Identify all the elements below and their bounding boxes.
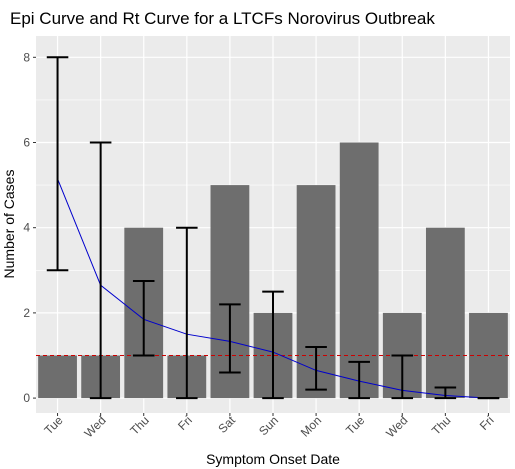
chart-title: Epi Curve and Rt Curve for a LTCFs Norov… <box>10 9 435 28</box>
case-bar <box>425 227 465 399</box>
y-tick-label: 2 <box>23 306 30 320</box>
y-tick-label: 8 <box>23 50 30 64</box>
y-tick-label: 4 <box>23 221 30 235</box>
y-tick-label: 6 <box>23 135 30 149</box>
rt-series <box>46 56 500 400</box>
case-bar <box>469 312 508 399</box>
case-bar <box>339 142 379 399</box>
y-axis-title: Number of Cases <box>1 170 17 279</box>
case-bar <box>38 355 77 399</box>
y-tick-label: 0 <box>23 391 30 405</box>
x-axis-title: Symptom Onset Date <box>206 451 340 467</box>
